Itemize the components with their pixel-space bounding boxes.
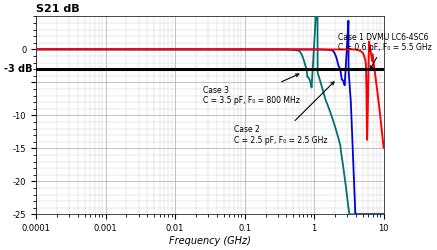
Text: S21 dB: S21 dB (36, 4, 80, 14)
X-axis label: Frequency (GHz): Frequency (GHz) (169, 236, 251, 246)
Text: Case 2
C = 2.5 pF, F₀ = 2.5 GHz: Case 2 C = 2.5 pF, F₀ = 2.5 GHz (234, 82, 334, 145)
Text: Case 1 DVMU LC6-4SC6
C = 0.6 pF, F₀ = 5.5 GHz: Case 1 DVMU LC6-4SC6 C = 0.6 pF, F₀ = 5.… (338, 33, 432, 69)
Text: Case 3
C = 3.5 pF, F₀ = 800 MHz: Case 3 C = 3.5 pF, F₀ = 800 MHz (203, 74, 300, 105)
Text: -3 dB: -3 dB (4, 64, 33, 74)
